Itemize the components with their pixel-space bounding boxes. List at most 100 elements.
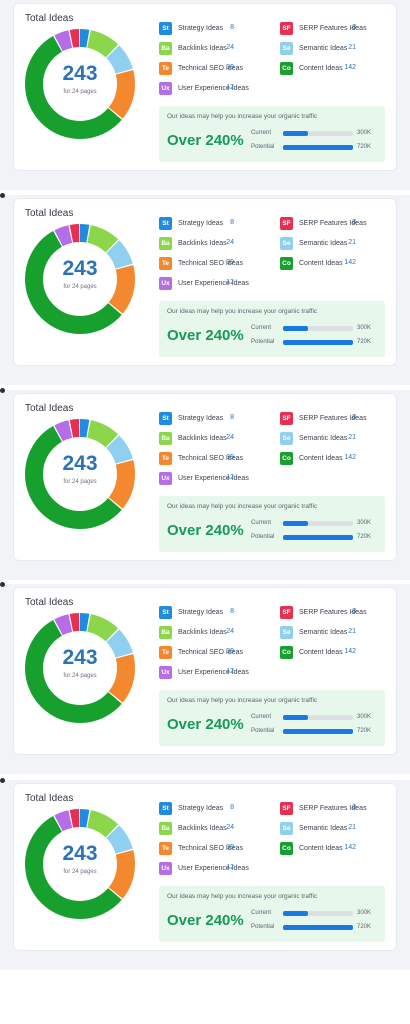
legend-count[interactable]: 8 (352, 24, 356, 31)
legend-label[interactable]: Backlinks Ideas (178, 824, 227, 832)
legend-item-strategy-ideas[interactable]: St Strategy Ideas (159, 801, 223, 815)
legend-count[interactable]: 24 (226, 239, 234, 246)
legend-label[interactable]: Backlinks Ideas (178, 628, 227, 636)
legend-count[interactable]: 39 (226, 64, 234, 71)
legend-label[interactable]: Technical SEO Ideas (178, 648, 243, 656)
legend-count[interactable]: 142 (344, 259, 356, 266)
donut-slice-content-ideas[interactable] (25, 29, 135, 139)
legend-item-semantic-ideas[interactable]: Se Semantic Ideas (280, 625, 347, 639)
legend-item-serp-features-ideas[interactable]: SF SERP Features Ideas (280, 605, 367, 619)
legend-label[interactable]: Strategy Ideas (178, 24, 224, 32)
legend-item-user-experience-ideas[interactable]: Ux User Experience Ideas (159, 471, 249, 485)
legend-label[interactable]: User Experience Ideas (178, 279, 249, 287)
legend-item-technical-seo-ideas[interactable]: Te Technical SEO Ideas (159, 645, 243, 659)
legend-count[interactable]: 8 (230, 219, 234, 226)
donut-slice-strategy-ideas[interactable] (25, 809, 135, 919)
legend-label[interactable]: Content Ideas (299, 844, 343, 852)
legend-item-strategy-ideas[interactable]: St Strategy Ideas (159, 216, 223, 230)
legend-label[interactable]: Backlinks Ideas (178, 434, 227, 442)
legend-label[interactable]: Semantic Ideas (299, 824, 348, 832)
donut-slice-content-ideas[interactable] (25, 809, 135, 919)
legend-count[interactable]: 142 (344, 454, 356, 461)
legend-label[interactable]: Strategy Ideas (178, 414, 224, 422)
legend-item-strategy-ideas[interactable]: St Strategy Ideas (159, 605, 223, 619)
legend-item-serp-features-ideas[interactable]: SF SERP Features Ideas (280, 216, 367, 230)
legend-item-semantic-ideas[interactable]: Se Semantic Ideas (280, 431, 347, 445)
legend-item-user-experience-ideas[interactable]: Ux User Experience Ideas (159, 665, 249, 679)
legend-count[interactable]: 21 (348, 44, 356, 51)
legend-item-semantic-ideas[interactable]: Se Semantic Ideas (280, 821, 347, 835)
legend-item-semantic-ideas[interactable]: Se Semantic Ideas (280, 41, 347, 55)
legend-item-serp-features-ideas[interactable]: SF SERP Features Ideas (280, 801, 367, 815)
legend-count[interactable]: 8 (352, 219, 356, 226)
legend-item-user-experience-ideas[interactable]: Ux User Experience Ideas (159, 861, 249, 875)
legend-item-technical-seo-ideas[interactable]: Te Technical SEO Ideas (159, 841, 243, 855)
legend-label[interactable]: Technical SEO Ideas (178, 844, 243, 852)
legend-count[interactable]: 12 (226, 84, 234, 91)
legend-count[interactable]: 24 (226, 44, 234, 51)
legend-count[interactable]: 21 (348, 239, 356, 246)
legend-item-backlinks-ideas[interactable]: Ba Backlinks Ideas (159, 236, 227, 250)
legend-item-serp-features-ideas[interactable]: SF SERP Features Ideas (280, 21, 367, 35)
legend-count[interactable]: 21 (348, 824, 356, 831)
donut-slice-strategy-ideas[interactable] (25, 29, 135, 139)
legend-label[interactable]: SERP Features Ideas (299, 219, 367, 227)
donut-slice-technical-seo-ideas[interactable] (25, 613, 135, 723)
legend-label[interactable]: Content Ideas (299, 454, 343, 462)
legend-count[interactable]: 24 (226, 628, 234, 635)
donut-slice-technical-seo-ideas[interactable] (25, 29, 135, 139)
legend-label[interactable]: Semantic Ideas (299, 434, 348, 442)
donut-slice-strategy-ideas[interactable] (25, 224, 135, 334)
legend-count[interactable]: 8 (352, 414, 356, 421)
legend-label[interactable]: Backlinks Ideas (178, 239, 227, 247)
legend-item-backlinks-ideas[interactable]: Ba Backlinks Ideas (159, 821, 227, 835)
legend-label[interactable]: User Experience Ideas (178, 668, 249, 676)
legend-label[interactable]: User Experience Ideas (178, 864, 249, 872)
legend-count[interactable]: 12 (226, 474, 234, 481)
legend-count[interactable]: 142 (344, 844, 356, 851)
legend-label[interactable]: Strategy Ideas (178, 219, 224, 227)
legend-item-backlinks-ideas[interactable]: Ba Backlinks Ideas (159, 625, 227, 639)
legend-count[interactable]: 21 (348, 434, 356, 441)
legend-label[interactable]: Strategy Ideas (178, 804, 224, 812)
legend-item-user-experience-ideas[interactable]: Ux User Experience Ideas (159, 276, 249, 290)
legend-label[interactable]: User Experience Ideas (178, 474, 249, 482)
legend-count[interactable]: 8 (230, 608, 234, 615)
legend-count[interactable]: 12 (226, 864, 234, 871)
legend-label[interactable]: User Experience Ideas (178, 84, 249, 92)
legend-label[interactable]: SERP Features Ideas (299, 24, 367, 32)
legend-count[interactable]: 8 (352, 804, 356, 811)
legend-label[interactable]: Technical SEO Ideas (178, 454, 243, 462)
legend-label[interactable]: Semantic Ideas (299, 628, 348, 636)
legend-item-technical-seo-ideas[interactable]: Te Technical SEO Ideas (159, 61, 243, 75)
legend-label[interactable]: SERP Features Ideas (299, 414, 367, 422)
legend-item-user-experience-ideas[interactable]: Ux User Experience Ideas (159, 81, 249, 95)
donut-slice-strategy-ideas[interactable] (25, 419, 135, 529)
legend-label[interactable]: SERP Features Ideas (299, 608, 367, 616)
legend-count[interactable]: 24 (226, 434, 234, 441)
legend-count[interactable]: 8 (230, 804, 234, 811)
legend-label[interactable]: Technical SEO Ideas (178, 64, 243, 72)
legend-label[interactable]: SERP Features Ideas (299, 804, 367, 812)
legend-label[interactable]: Strategy Ideas (178, 608, 224, 616)
legend-item-semantic-ideas[interactable]: Se Semantic Ideas (280, 236, 347, 250)
donut-slice-content-ideas[interactable] (25, 419, 135, 529)
legend-item-content-ideas[interactable]: Co Content Ideas (280, 61, 343, 75)
legend-item-serp-features-ideas[interactable]: SF SERP Features Ideas (280, 411, 367, 425)
legend-item-backlinks-ideas[interactable]: Ba Backlinks Ideas (159, 41, 227, 55)
legend-item-content-ideas[interactable]: Co Content Ideas (280, 256, 343, 270)
legend-label[interactable]: Semantic Ideas (299, 239, 348, 247)
legend-item-backlinks-ideas[interactable]: Ba Backlinks Ideas (159, 431, 227, 445)
legend-label[interactable]: Backlinks Ideas (178, 44, 227, 52)
legend-item-content-ideas[interactable]: Co Content Ideas (280, 841, 343, 855)
legend-count[interactable]: 8 (352, 608, 356, 615)
legend-label[interactable]: Semantic Ideas (299, 44, 348, 52)
legend-count[interactable]: 142 (344, 64, 356, 71)
legend-label[interactable]: Content Ideas (299, 648, 343, 656)
legend-count[interactable]: 12 (226, 668, 234, 675)
legend-count[interactable]: 39 (226, 648, 234, 655)
legend-count[interactable]: 39 (226, 454, 234, 461)
donut-slice-strategy-ideas[interactable] (25, 613, 135, 723)
donut-slice-content-ideas[interactable] (25, 613, 135, 723)
legend-label[interactable]: Content Ideas (299, 259, 343, 267)
